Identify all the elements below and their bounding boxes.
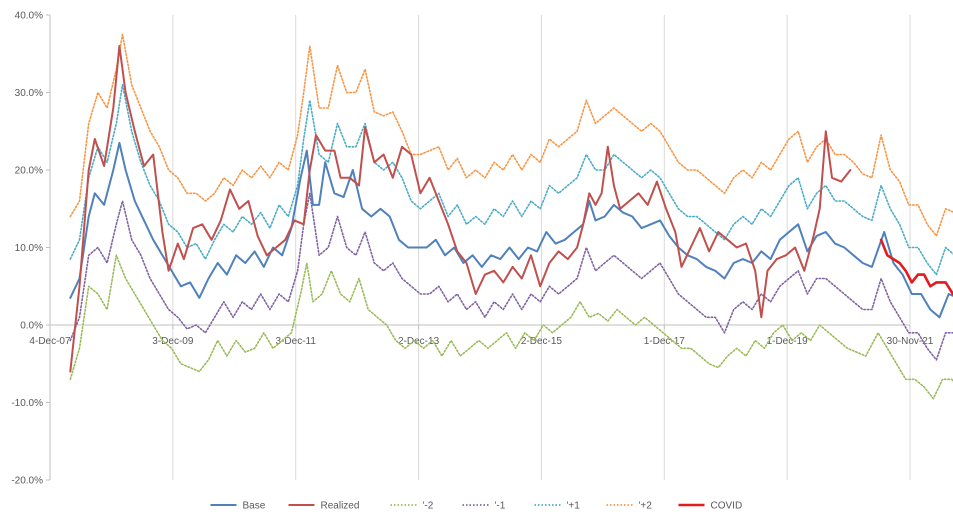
- x-tick-label: 4-Dec-07: [29, 336, 71, 347]
- axes: -20.0% -10.0% 0.0% 10.0% 20.0% 30.0% 40.0% 4-De…: [11, 11, 933, 487]
- legend-item: '+2: [606, 501, 653, 512]
- y-tick-label: -20.0%: [11, 476, 43, 487]
- series-line-plus1: [69, 84, 953, 276]
- legend: Base Realized '-2 '-1 '+1 '+2 COVID: [210, 501, 743, 512]
- series-line--2: [69, 254, 953, 400]
- y-tick-label: -10.0%: [11, 398, 43, 409]
- x-tick-label: 1-Dec-19: [767, 336, 809, 347]
- series-line--1: [69, 192, 953, 361]
- x-tick-label: 1-Dec-17: [644, 336, 686, 347]
- y-tick-label: 0.0%: [20, 321, 43, 332]
- y-tick-label: 30.0%: [15, 88, 43, 99]
- legend-label: Base: [243, 501, 266, 512]
- legend-item: '-2: [390, 501, 434, 512]
- series-line-COVID: [879, 238, 953, 296]
- legend-item: Base: [210, 501, 266, 512]
- legend-item: Realized: [288, 501, 360, 512]
- legend-label: COVID: [711, 501, 743, 512]
- legend-label: Realized: [321, 501, 360, 512]
- x-tick-label: 3-Dec-11: [276, 336, 317, 347]
- x-tick-label: 2-Dec-13: [398, 336, 440, 347]
- legend-item: '-1: [462, 501, 506, 512]
- legend-label: '+1: [567, 501, 581, 512]
- y-tick-label: 10.0%: [15, 243, 43, 254]
- x-tick-label: 3-Dec-09: [152, 336, 194, 347]
- series-line-Realized: [69, 45, 852, 373]
- x-tick-label: 30-Nov-21: [887, 336, 934, 347]
- series-line-plus2: [69, 33, 953, 237]
- legend-label: '+2: [639, 501, 653, 512]
- legend-item: COVID: [678, 501, 743, 512]
- vertical-gridlines: [172, 15, 911, 480]
- legend-item: '+1: [534, 501, 581, 512]
- legend-label: '-2: [423, 501, 434, 512]
- y-tick-label: 40.0%: [15, 11, 43, 22]
- y-tick-label: 20.0%: [15, 166, 43, 177]
- legend-label: '-1: [495, 501, 506, 512]
- x-tick-label: 2-Dec-15: [521, 336, 563, 347]
- series-lines: [69, 33, 953, 400]
